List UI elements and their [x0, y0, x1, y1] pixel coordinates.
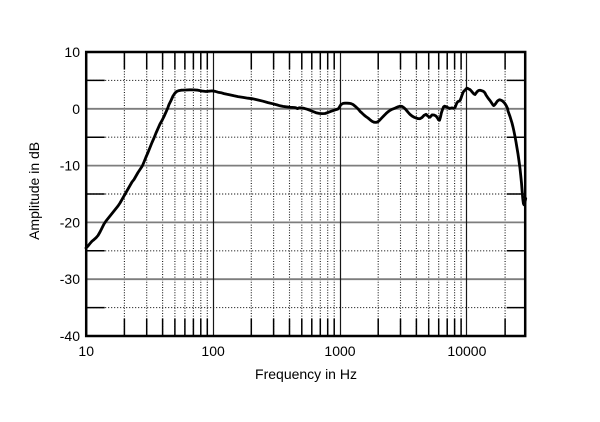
svg-text:Amplitude in dB: Amplitude in dB [26, 142, 42, 240]
svg-text:Frequency in Hz: Frequency in Hz [255, 366, 357, 382]
svg-text:-10: -10 [60, 158, 80, 174]
svg-text:-30: -30 [60, 271, 80, 287]
svg-text:10: 10 [64, 44, 80, 60]
svg-text:-20: -20 [60, 214, 80, 230]
svg-text:-40: -40 [60, 328, 80, 344]
svg-text:0: 0 [72, 101, 80, 117]
svg-text:100: 100 [201, 343, 225, 359]
svg-text:10: 10 [78, 343, 94, 359]
svg-text:1000: 1000 [324, 343, 355, 359]
svg-text:10000: 10000 [447, 343, 486, 359]
